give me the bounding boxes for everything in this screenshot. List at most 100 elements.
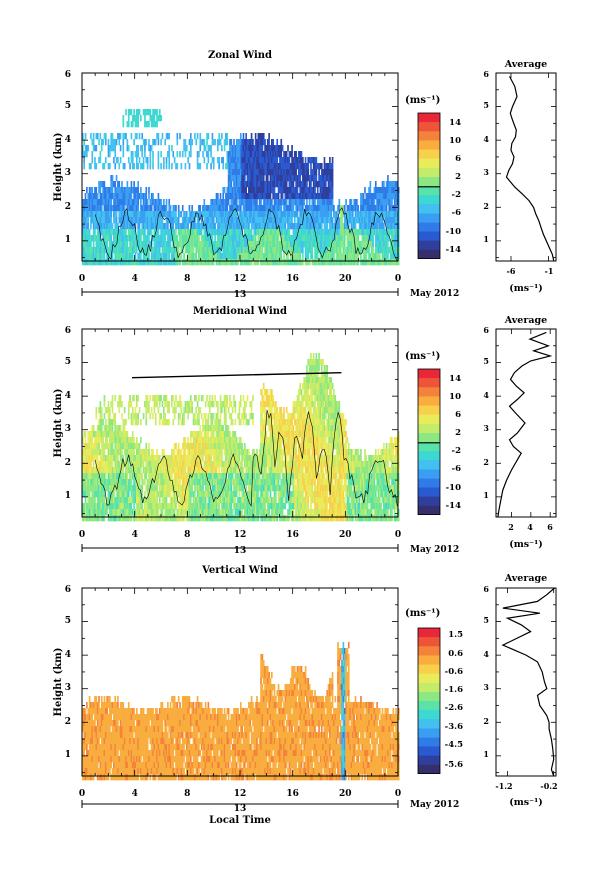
heatmap-cell [169, 211, 172, 218]
heatmap-cell [223, 247, 226, 254]
heatmap-cell [96, 223, 99, 230]
heatmap-cell [172, 223, 175, 230]
heatmap-cell [379, 187, 381, 194]
heatmap-cell [122, 431, 125, 438]
heatmap-cell [343, 223, 346, 230]
heatmap-cell [307, 235, 310, 242]
heatmap-cell [131, 253, 134, 260]
heatmap-cell [235, 235, 238, 242]
heatmap-cell [117, 425, 119, 432]
heatmap-cell [310, 211, 312, 218]
heatmap-cell [376, 253, 378, 260]
heatmap-cell [183, 139, 185, 146]
heatmap-cell [181, 473, 184, 480]
heatmap-cell [339, 211, 342, 218]
heatmap-cell [183, 407, 185, 414]
heatmap-cell [156, 503, 158, 510]
heatmap-cell [298, 205, 300, 212]
heatmap-cell [136, 211, 138, 218]
heatmap-cell [214, 205, 216, 212]
heatmap-cell [261, 211, 264, 218]
heatmap-cell [296, 163, 299, 170]
heatmap-cell [115, 193, 118, 200]
heatmap-cell [312, 235, 315, 242]
heatmap-cell [384, 259, 387, 266]
heatmap-cell [244, 151, 246, 158]
heatmap-cell [181, 491, 184, 498]
heatmap-cell [326, 175, 328, 182]
heatmap-cell [393, 259, 396, 266]
heatmap-cell [312, 205, 315, 212]
heatmap-cell [384, 211, 387, 218]
heatmap-cell [100, 259, 103, 266]
heatmap-cell [106, 211, 108, 218]
heatmap-cell [98, 491, 100, 498]
heatmap-cell [150, 449, 153, 456]
heatmap-cell [184, 485, 187, 492]
heatmap-cell [310, 205, 312, 212]
heatmap-cell [142, 479, 145, 486]
heatmap-cell [258, 181, 261, 188]
heatmap-cell [285, 175, 288, 182]
heatmap-cell [179, 497, 181, 504]
heatmap-cell [152, 199, 154, 206]
heatmap-cell [319, 193, 322, 200]
heatmap-cell [167, 247, 169, 254]
heatmap-cell [253, 187, 256, 194]
heatmap-cell [248, 157, 250, 164]
heatmap-cell [123, 133, 126, 140]
heatmap-cell [123, 437, 126, 444]
heatmap-cell [177, 247, 180, 254]
heatmap-cell [157, 223, 160, 230]
heatmap-cell [99, 479, 102, 486]
heatmap-cell [86, 199, 88, 206]
heatmap-cell [365, 235, 368, 242]
heatmap-cell [252, 187, 254, 194]
heatmap-cell [217, 241, 219, 248]
heatmap-cell [241, 223, 243, 230]
heatmap-cell [323, 253, 326, 260]
heatmap-cell [269, 211, 272, 218]
heatmap-cell [200, 479, 203, 486]
heatmap-cell [246, 217, 249, 224]
heatmap-cell [303, 235, 306, 242]
heatmap-cell [134, 419, 137, 426]
heatmap-cell [319, 247, 322, 254]
heatmap-cell [337, 211, 339, 218]
heatmap-cell [241, 199, 243, 206]
heatmap-cell [283, 235, 285, 242]
heatmap-cell [316, 241, 319, 248]
heatmap-cell [192, 223, 195, 230]
heatmap-cell [227, 163, 230, 170]
heatmap-cell [185, 497, 188, 504]
heatmap-cell [269, 169, 272, 176]
heatmap-cell [275, 193, 277, 200]
heatmap-cell [387, 217, 389, 224]
heatmap-cell [271, 211, 273, 218]
heatmap-cell [257, 133, 260, 140]
heatmap-cell [337, 217, 339, 224]
heatmap-cell [167, 229, 169, 236]
heatmap-cell [342, 235, 345, 242]
heatmap-cell [175, 247, 177, 254]
heatmap-cell [311, 193, 314, 200]
y-tick-label: 6 [65, 70, 71, 80]
heatmap-cell [138, 217, 141, 224]
heatmap-cell [153, 401, 156, 408]
heatmap-cell [230, 163, 233, 170]
heatmap-cell [265, 211, 268, 218]
heatmap-cell [130, 467, 133, 474]
heatmap-cell [157, 151, 160, 158]
heatmap-cell [250, 211, 253, 218]
heatmap-cell [335, 223, 338, 230]
heatmap-cell [148, 515, 150, 522]
heatmap-cell [177, 205, 180, 212]
heatmap-cell [334, 235, 337, 242]
heatmap-cell [177, 473, 180, 480]
heatmap-cell [99, 473, 102, 480]
heatmap-cell [319, 211, 322, 218]
heatmap-cell [366, 241, 369, 248]
heatmap-cell [352, 247, 354, 254]
heatmap-cell [149, 395, 152, 402]
heatmap-cell [277, 241, 280, 248]
